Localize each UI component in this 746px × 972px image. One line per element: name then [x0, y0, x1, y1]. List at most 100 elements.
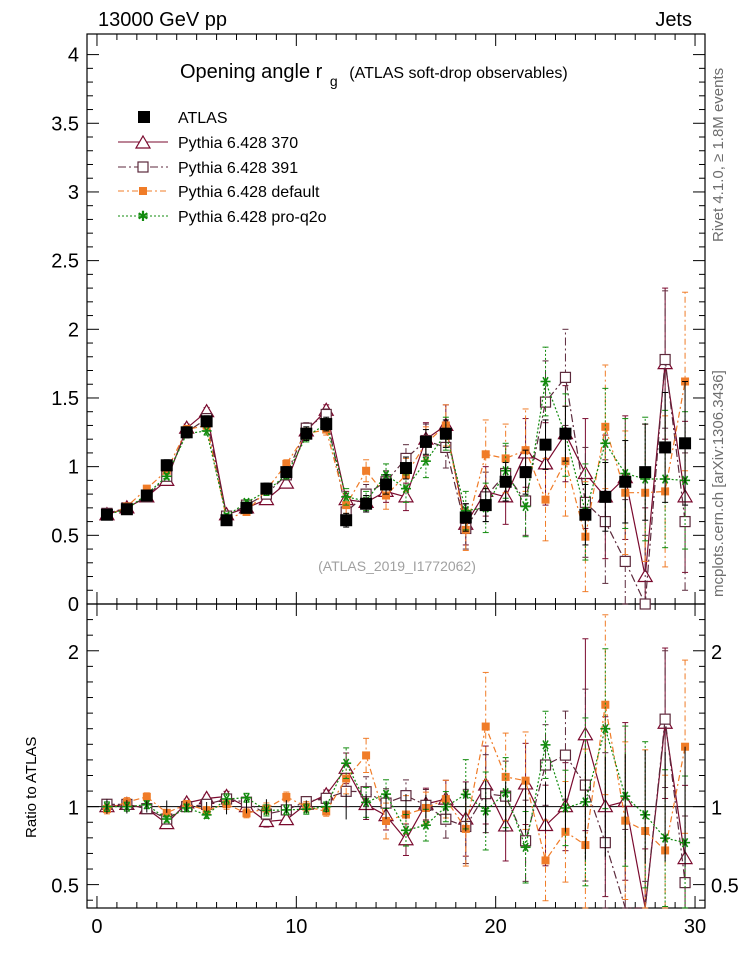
- data-point: [559, 371, 572, 383]
- data-point: [402, 825, 410, 836]
- main-y-tick-label: 2: [68, 319, 79, 341]
- data-point: [180, 426, 193, 439]
- data-point: [479, 499, 492, 512]
- series-line: [106, 723, 686, 909]
- data-point: [258, 813, 275, 828]
- x-tick-label: 30: [684, 916, 706, 938]
- legend-marker-proq2o: ✱: [137, 208, 149, 224]
- header-left: 13000 GeV pp: [98, 9, 227, 31]
- main-y-tick-label: 1: [68, 457, 79, 479]
- ratio-y-tick-label: 1: [68, 798, 79, 820]
- ratio-y-tick-label: 2: [68, 642, 79, 664]
- data-point: [659, 713, 671, 725]
- ratio-y-tick-label: 0.5: [51, 876, 79, 898]
- series-line: [106, 381, 686, 537]
- data-point: [639, 466, 652, 479]
- data-point: [579, 508, 592, 521]
- data-point: [360, 497, 373, 510]
- data-point: [342, 492, 350, 502]
- data-point: [522, 501, 529, 512]
- legend-entry-atlas: ATLAS: [138, 110, 228, 127]
- data-point: [601, 700, 610, 709]
- data-point: [203, 426, 210, 436]
- legend-label-atlas: ATLAS: [178, 110, 228, 127]
- data-point: [679, 515, 691, 528]
- legend-label-370: Pythia 6.428 370: [178, 135, 298, 152]
- legend-entry-391: Pythia 6.428 391: [118, 160, 298, 177]
- data-point: [602, 438, 609, 449]
- data-point: [362, 751, 371, 760]
- data-point: [320, 418, 333, 431]
- data-point: [362, 466, 371, 475]
- data-point: [243, 793, 250, 803]
- data-point: [439, 427, 452, 440]
- data-point: [200, 415, 213, 428]
- data-point: [481, 450, 490, 459]
- data-point: [541, 856, 550, 865]
- ratio-series-4: [101, 648, 691, 909]
- data-point: [599, 490, 612, 503]
- analysis-label: (ATLAS_2019_I1772062): [318, 558, 476, 574]
- data-point: [203, 810, 210, 820]
- data-point: [501, 454, 510, 463]
- data-point: [220, 514, 233, 527]
- legend-entry-default: Pythia 6.428 default: [118, 184, 320, 201]
- data-point: [163, 814, 170, 824]
- data-point: [481, 722, 490, 731]
- legend-entry-proq2o: ✱ Pythia 6.428 pro-q2o: [118, 208, 327, 226]
- main-y-tick-label: 2.5: [51, 251, 79, 273]
- series-line: [106, 363, 686, 577]
- data-point: [160, 459, 173, 472]
- data-point: [519, 466, 532, 479]
- data-point: [422, 456, 430, 466]
- data-point: [380, 478, 393, 491]
- data-point: [659, 353, 671, 366]
- ratio-series-0: [106, 746, 686, 867]
- data-point: [602, 723, 609, 734]
- legend: ATLAS Pythia 6.428 370 Pythia 6.428 391 …: [118, 110, 327, 226]
- series-line: [106, 379, 686, 518]
- legend-marker-atlas: [138, 111, 150, 123]
- data-point: [382, 491, 391, 500]
- main-series-4: [101, 346, 691, 561]
- x-tick-label: 10: [285, 916, 307, 938]
- data-point: [140, 489, 153, 502]
- data-point: [382, 817, 391, 826]
- data-point: [342, 758, 350, 768]
- data-point: [260, 482, 273, 495]
- data-point: [539, 438, 552, 451]
- data-point: [639, 598, 651, 610]
- main-y-tick-label: 4: [68, 45, 79, 67]
- title-main: Opening angle r: [180, 61, 323, 83]
- ratio-ylabel: Ratio to ATLAS: [23, 737, 40, 838]
- data-point: [282, 459, 291, 468]
- data-point: [100, 508, 113, 521]
- ratio-frame: [86, 603, 706, 909]
- data-point: [419, 435, 432, 448]
- data-point: [559, 749, 572, 761]
- legend-label-391: Pythia 6.428 391: [178, 160, 298, 177]
- legend-marker-370: [134, 134, 152, 149]
- ratio-y-tick-label-right: 0.5: [711, 876, 739, 898]
- data-point: [280, 466, 293, 479]
- legend-marker-391: [137, 161, 149, 173]
- data-point: [619, 475, 632, 488]
- data-point: [499, 475, 512, 488]
- legend-marker-default: [139, 187, 147, 195]
- data-point: [120, 503, 133, 516]
- data-point: [163, 471, 170, 481]
- data-point: [542, 740, 549, 750]
- data-point: [278, 811, 295, 826]
- legend-label-proq2o: Pythia 6.428 pro-q2o: [178, 209, 327, 226]
- data-point: [559, 427, 572, 440]
- legend-label-default: Pythia 6.428 default: [178, 184, 320, 201]
- main-y-tick-label: 3.5: [51, 113, 79, 135]
- data-point: [541, 495, 550, 504]
- data-point: [282, 792, 291, 801]
- main-series-3: [102, 291, 690, 593]
- mcplots-label: mcplots.cern.ch [arXiv:1306.3436]: [710, 370, 727, 597]
- data-point: [340, 514, 353, 527]
- data-point: [542, 376, 549, 387]
- data-point: [300, 427, 313, 440]
